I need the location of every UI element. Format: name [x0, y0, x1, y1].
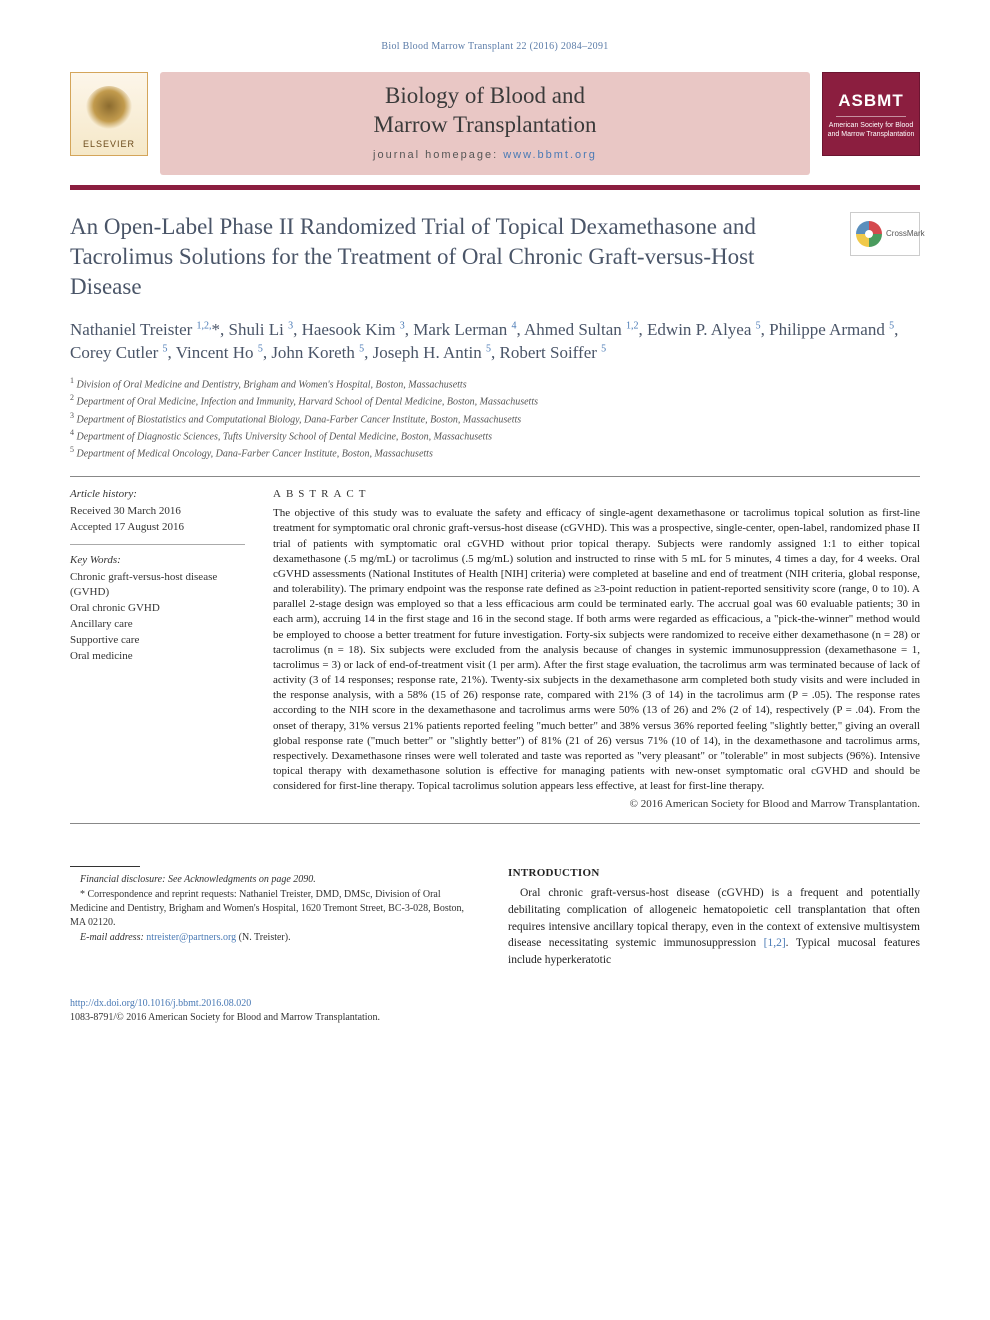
footnote-email-link[interactable]: ntreister@partners.org: [146, 932, 236, 943]
crossmark-label: CrossMark: [886, 228, 925, 239]
history-label: Article history:: [70, 487, 245, 503]
elsevier-name: ELSEVIER: [83, 138, 135, 151]
affiliation-item: 3 Department of Biostatistics and Comput…: [70, 410, 920, 427]
footnote-email-suffix: (N. Treister).: [236, 932, 290, 943]
journal-homepage: journal homepage: www.bbmt.org: [180, 148, 790, 163]
journal-name-line2: Marrow Transplantation: [374, 112, 597, 137]
elsevier-tree-icon: [85, 86, 133, 136]
history-received: Received 30 March 2016: [70, 504, 245, 520]
asbmt-logo[interactable]: ASBMT American Society for Blood and Mar…: [822, 72, 920, 156]
crossmark-icon: [856, 221, 882, 247]
asbmt-abbrev: ASBMT: [836, 89, 906, 118]
homepage-link[interactable]: www.bbmt.org: [503, 149, 597, 161]
divider-bottom: [70, 823, 920, 824]
journal-header-banner: ELSEVIER Biology of Blood and Marrow Tra…: [70, 72, 920, 175]
keyword-item: Oral medicine: [70, 649, 245, 665]
keyword-item: Oral chronic GVHD: [70, 601, 245, 617]
keyword-item: Chronic graft-versus-host disease (GVHD): [70, 570, 245, 602]
article-info-sidebar: Article history: Received 30 March 2016 …: [70, 487, 245, 813]
intro-ref-link[interactable]: [1,2]: [764, 937, 786, 949]
elsevier-logo[interactable]: ELSEVIER: [70, 72, 148, 156]
page-footer: http://dx.doi.org/10.1016/j.bbmt.2016.08…: [70, 997, 920, 1025]
affiliation-item: 1 Division of Oral Medicine and Dentistr…: [70, 375, 920, 392]
keyword-item: Supportive care: [70, 633, 245, 649]
abstract-body: The objective of this study was to evalu…: [273, 506, 920, 794]
running-head: Biol Blood Marrow Transplant 22 (2016) 2…: [70, 40, 920, 54]
keywords-label: Key Words:: [70, 553, 245, 569]
doi-link[interactable]: http://dx.doi.org/10.1016/j.bbmt.2016.08…: [70, 998, 251, 1009]
footnotes: Financial disclosure: See Acknowledgment…: [70, 873, 480, 945]
affiliation-item: 5 Department of Medical Oncology, Dana-F…: [70, 444, 920, 461]
footnote-rule: [70, 866, 140, 867]
issn-line: 1083-8791/© 2016 American Society for Bl…: [70, 1012, 380, 1023]
article-title: An Open-Label Phase II Randomized Trial …: [70, 212, 830, 302]
footnote-correspondence: * Correspondence and reprint requests: N…: [70, 888, 480, 930]
history-accepted: Accepted 17 August 2016: [70, 520, 245, 536]
abstract-heading: ABSTRACT: [273, 487, 920, 502]
divider-top: [70, 476, 920, 477]
sidebar-divider: [70, 544, 245, 545]
asbmt-fullname: American Society for Blood and Marrow Tr…: [827, 121, 915, 139]
footnote-financial: Financial disclosure: See Acknowledgment…: [80, 874, 316, 885]
author-list: Nathaniel Treister 1,2,*, Shuli Li 3, Ha…: [70, 318, 920, 366]
journal-name-line1: Biology of Blood and: [385, 83, 585, 108]
abstract-copyright: © 2016 American Society for Blood and Ma…: [273, 797, 920, 812]
affiliation-item: 2 Department of Oral Medicine, Infection…: [70, 392, 920, 409]
affiliation-item: 4 Department of Diagnostic Sciences, Tuf…: [70, 427, 920, 444]
journal-title-banner: Biology of Blood and Marrow Transplantat…: [160, 72, 810, 175]
divider-red-bar: [70, 185, 920, 190]
keyword-item: Ancillary care: [70, 617, 245, 633]
homepage-label: journal homepage:: [373, 149, 503, 161]
introduction-body: Oral chronic graft-versus-host disease (…: [508, 885, 920, 968]
crossmark-badge[interactable]: CrossMark: [850, 212, 920, 256]
affiliations: 1 Division of Oral Medicine and Dentistr…: [70, 375, 920, 462]
introduction-heading: INTRODUCTION: [508, 866, 920, 881]
footnote-email-label: E-mail address:: [80, 932, 146, 943]
